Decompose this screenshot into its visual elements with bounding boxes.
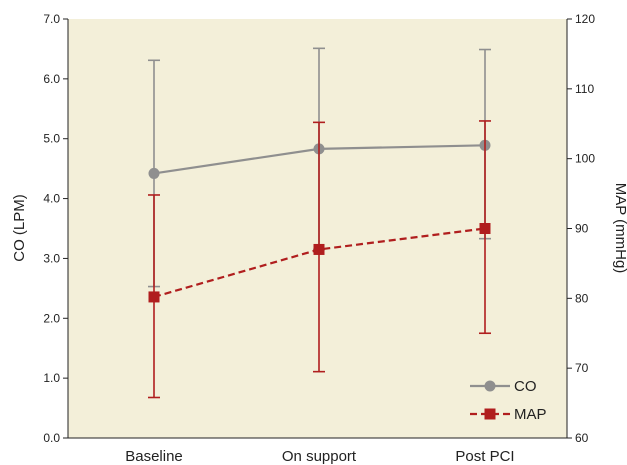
- legend-map-label: MAP: [514, 406, 547, 423]
- left-tick-label: 5.0: [43, 132, 60, 146]
- left-tick-label: 6.0: [43, 72, 60, 86]
- left-tick-label: 4.0: [43, 192, 60, 206]
- left-axis: 0.0 1.0 2.0 3.0 4.0 5.0 6.0 7.0: [43, 12, 69, 445]
- left-tick-label: 1.0: [43, 371, 60, 385]
- plot-area: [68, 19, 567, 438]
- left-tick-label: 3.0: [43, 251, 60, 265]
- left-tick-label: 0.0: [43, 431, 60, 445]
- legend: CO MAP: [470, 378, 547, 423]
- right-tick-label: 100: [575, 152, 595, 166]
- map-point: [148, 291, 160, 303]
- co-point: [148, 167, 160, 179]
- right-tick-label: 80: [575, 291, 589, 305]
- category-label: Post PCI: [455, 448, 514, 465]
- y-axis-left-title: CO (LPM): [11, 194, 28, 262]
- map-point: [313, 243, 325, 255]
- series-map: [148, 120, 491, 399]
- legend-map-marker: [484, 408, 496, 420]
- y-axis-right-title: MAP (mmHg): [612, 183, 627, 274]
- right-tick-label: 120: [575, 12, 595, 26]
- left-tick-label: 2.0: [43, 311, 60, 325]
- category-label: On support: [282, 448, 357, 465]
- legend-co-label: CO: [514, 378, 537, 395]
- right-tick-label: 60: [575, 431, 589, 445]
- category-label: Baseline: [125, 448, 183, 465]
- right-tick-label: 90: [575, 222, 589, 236]
- right-tick-label: 110: [575, 82, 594, 96]
- legend-co-marker: [484, 380, 496, 392]
- series-layer: [148, 47, 491, 399]
- right-tick-label: 70: [575, 361, 589, 375]
- map-point: [479, 223, 491, 234]
- right-axis: 60 70 80 90 100 110 120: [566, 12, 595, 445]
- x-axis: Baseline On support Post PCI: [68, 437, 567, 465]
- left-tick-label: 7.0: [43, 12, 60, 26]
